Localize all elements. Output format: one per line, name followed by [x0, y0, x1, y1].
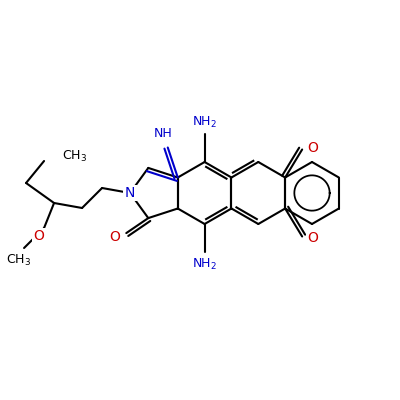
Text: NH$_2$: NH$_2$	[192, 256, 217, 272]
Text: NH$_2$: NH$_2$	[192, 114, 217, 130]
Text: N: N	[125, 186, 135, 200]
Text: O: O	[308, 140, 318, 154]
Text: NH: NH	[153, 127, 172, 140]
Text: O: O	[308, 232, 318, 246]
Text: CH$_3$: CH$_3$	[6, 252, 32, 268]
Text: O: O	[34, 229, 44, 243]
Text: O: O	[109, 230, 120, 244]
Text: CH$_3$: CH$_3$	[62, 148, 87, 164]
